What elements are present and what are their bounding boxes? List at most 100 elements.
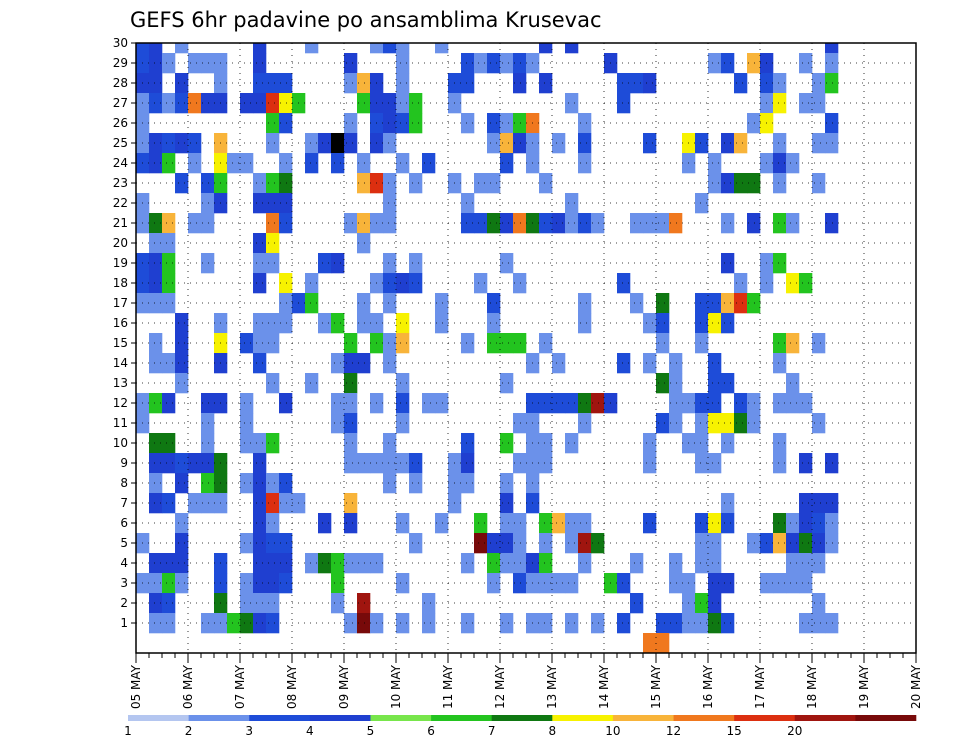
heatmap-cell <box>747 533 761 554</box>
heatmap-cell <box>539 433 553 454</box>
heatmap-cell <box>383 173 397 194</box>
heatmap-cell <box>383 113 397 134</box>
heatmap-cell <box>643 353 657 374</box>
legend-color-box <box>552 715 614 721</box>
heatmap-cell <box>279 473 293 494</box>
heatmap-cell <box>318 133 332 154</box>
heatmap-cell <box>734 413 748 434</box>
x-tick-label: 12 MAY <box>493 664 507 709</box>
heatmap-cell <box>539 43 553 54</box>
heatmap-cell <box>773 353 787 374</box>
heatmap-cell <box>136 43 150 54</box>
heatmap-cell <box>435 43 449 54</box>
heatmap-cell <box>487 53 501 74</box>
heatmap-cell <box>409 473 423 494</box>
heatmap-cell <box>357 313 371 334</box>
heatmap-cell <box>175 373 189 394</box>
heatmap-cell <box>747 113 761 134</box>
heatmap-cell <box>279 153 293 174</box>
heatmap-cell <box>578 293 592 314</box>
heatmap-cell <box>253 513 267 534</box>
heatmap-cell <box>149 613 163 634</box>
heatmap-cell <box>695 193 709 214</box>
legend-color-box <box>855 715 917 721</box>
legend-level-label: 6 <box>427 724 435 738</box>
heatmap-cell <box>162 613 176 634</box>
heatmap-cell <box>552 133 566 154</box>
heatmap-cell <box>474 533 488 554</box>
heatmap-cell <box>435 393 449 414</box>
x-tick-label: 09 MAY <box>337 664 351 709</box>
heatmap-cell <box>799 553 813 574</box>
heatmap-cell <box>175 453 189 474</box>
heatmap-cell <box>630 293 644 314</box>
heatmap-cell <box>825 613 839 634</box>
heatmap-cell <box>344 413 358 434</box>
heatmap-cell <box>708 393 722 414</box>
heatmap-cell <box>487 533 501 554</box>
heatmap-cell <box>201 413 215 434</box>
heatmap-cell <box>383 213 397 234</box>
heatmap-cell <box>656 373 670 394</box>
heatmap-cell <box>396 313 410 334</box>
heatmap-cell <box>539 553 553 574</box>
y-tick-label: 24 <box>113 156 128 170</box>
heatmap-cell <box>799 513 813 534</box>
heatmap-cell <box>162 153 176 174</box>
heatmap-cell <box>721 173 735 194</box>
heatmap-cell <box>253 53 267 74</box>
heatmap-cell <box>721 573 735 594</box>
heatmap-cell <box>318 513 332 534</box>
heatmap-cell <box>539 393 553 414</box>
heatmap-cell <box>344 53 358 74</box>
heatmap-cell <box>487 333 501 354</box>
heatmap-cell <box>253 473 267 494</box>
heatmap-cell <box>331 553 345 574</box>
heatmap-cell <box>305 43 319 54</box>
legend-color-box <box>794 715 856 721</box>
heatmap-cell <box>357 453 371 474</box>
heatmap-cell <box>266 433 280 454</box>
heatmap-cell <box>331 353 345 374</box>
heatmap-cell <box>487 173 501 194</box>
heatmap-cell <box>747 173 761 194</box>
heatmap-cell <box>253 433 267 454</box>
heatmap-cell <box>162 573 176 594</box>
heatmap-cell <box>461 473 475 494</box>
heatmap-cell <box>734 73 748 94</box>
heatmap-cell <box>318 553 332 574</box>
heatmap-cell <box>396 513 410 534</box>
heatmap-cell <box>409 533 423 554</box>
heatmap-cell <box>396 43 410 54</box>
heatmap-cell <box>149 473 163 494</box>
heatmap-cell <box>591 613 605 634</box>
heatmap-cell <box>175 553 189 574</box>
heatmap-cell <box>773 73 787 94</box>
y-tick-label: 6 <box>120 516 128 530</box>
heatmap-cell <box>747 53 761 74</box>
heatmap-cell <box>786 513 800 534</box>
heatmap-cell <box>266 213 280 234</box>
heatmap-cell <box>513 553 527 574</box>
y-tick-label: 7 <box>120 496 128 510</box>
y-tick-label: 11 <box>113 416 128 430</box>
heatmap-cell <box>500 513 514 534</box>
heatmap-cell <box>162 553 176 574</box>
heatmap-cell <box>162 273 176 294</box>
heatmap-cell <box>383 293 397 314</box>
heatmap-cell <box>812 413 826 434</box>
heatmap-cell <box>201 433 215 454</box>
heatmap-cell <box>396 613 410 634</box>
heatmap-cell <box>344 433 358 454</box>
heatmap-cell <box>565 43 579 54</box>
y-tick-label: 3 <box>120 576 128 590</box>
heatmap-cell <box>357 73 371 94</box>
heatmap-cell <box>188 53 202 74</box>
heatmap-cell <box>409 273 423 294</box>
heatmap-cell <box>305 153 319 174</box>
heatmap-cell <box>279 313 293 334</box>
y-tick-label: 10 <box>113 436 128 450</box>
heatmap-cell <box>734 293 748 314</box>
heatmap-cell <box>617 353 631 374</box>
heatmap-cell <box>708 453 722 474</box>
